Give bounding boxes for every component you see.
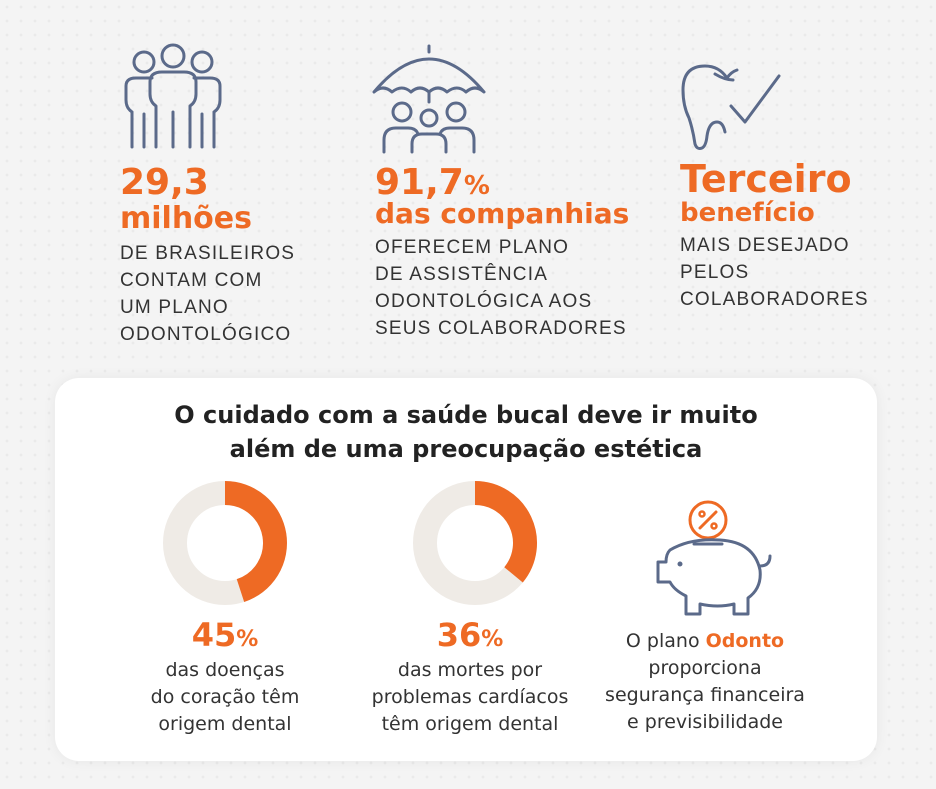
heart-disease-caption: das doenças do coração têm origem dental [90,657,360,738]
coin-icon [688,500,728,540]
stat-brasileiros-value: 29,3 [120,162,209,203]
stat-brasileiros-description: DE BRASILEIROS CONTAM COM UM PLANO ODONT… [120,240,295,348]
stat-companhias-number: 91,7 [375,162,464,203]
piggy-bank-icon [656,500,772,616]
desc-line: CONTAM COM [120,270,263,291]
heart-disease-text: 45% das doenças do coração têm origem de… [90,618,360,738]
stat-companhias [370,42,488,154]
stat-brasileiros-unit: milhões [120,201,252,236]
stat-companhias-description: OFERECEM PLANO DE ASSISTÊNCIA ODONTOLÓGI… [375,234,627,342]
caption-line: das doenças [165,659,285,681]
desc-line: COLABORADORES [680,289,869,310]
desc-line: PELOS [680,262,750,283]
stat-terceiro-unit: benefício [680,198,815,228]
odonto-highlight: Odonto [705,630,785,652]
stat-companhias-value: 91,7% [375,165,490,201]
cardiac-deaths-stat [355,478,555,613]
caption-line: segurança financeira [605,684,805,706]
caption-prefix: O plano [625,630,706,652]
cardiac-deaths-caption: das mortes por problemas cardíacos têm o… [325,657,615,738]
percent-sign: % [236,627,259,652]
desc-line: ODONTOLÓGICO [120,324,292,345]
info-card: O cuidado com a saúde bucal deve ir muit… [55,378,877,761]
caption-line: do coração têm [150,686,300,708]
card-title: O cuidado com a saúde bucal deve ir muit… [55,398,877,466]
donut-chart-36 [413,481,537,605]
desc-line: OFERECEM PLANO [375,237,570,258]
desc-line: DE ASSISTÊNCIA [375,264,549,285]
percent-number: 36 [436,616,482,654]
stat-terceiro [675,60,787,152]
caption-line: e previsibilidade [627,711,783,733]
cardiac-deaths-text: 36% das mortes por problemas cardíacos t… [325,618,615,738]
desc-line: MAIS DESEJADO [680,235,850,256]
stat-terceiro-value: Terceiro [680,157,852,201]
desc-line: SEUS COLABORADORES [375,318,627,339]
odonto-plan-stat [630,490,780,625]
umbrella-family-icon [372,44,486,154]
card-title-line: além de uma preocupação estética [229,435,703,463]
odonto-plan-caption: O plano Odonto proporciona segurança fin… [575,628,835,736]
donut-value-arc [474,481,537,583]
stat-companhias-unit: das companhias [375,197,630,230]
caption-line: proporciona [648,657,762,679]
percent-sign: % [481,627,504,652]
caption-line: têm origem dental [381,713,559,735]
caption-line: problemas cardíacos [371,686,569,708]
caption-line: O plano Odonto [575,628,835,655]
heart-disease-percent: 45% [90,618,360,657]
donut-value-arc [224,481,287,602]
tooth-check-icon [681,64,781,150]
percent-number: 45 [191,616,237,654]
stat-terceiro-description: MAIS DESEJADO PELOS COLABORADORES [680,232,869,313]
stat-brasileiros [118,42,228,152]
caption-line: das mortes por [397,659,543,681]
percent-sign: % [463,171,490,201]
desc-line: DE BRASILEIROS [120,243,296,264]
card-title-line: O cuidado com a saúde bucal deve ir muit… [174,401,758,429]
odonto-plan-text: O plano Odonto proporciona segurança fin… [575,628,835,736]
caption-line: origem dental [158,713,292,735]
desc-line: UM PLANO [120,297,229,318]
people-group-icon [124,43,222,149]
desc-line: ODONTOLÓGICA AOS [375,291,593,312]
heart-disease-stat [105,478,305,613]
donut-chart-45 [163,481,287,605]
cardiac-deaths-percent: 36% [325,618,615,657]
